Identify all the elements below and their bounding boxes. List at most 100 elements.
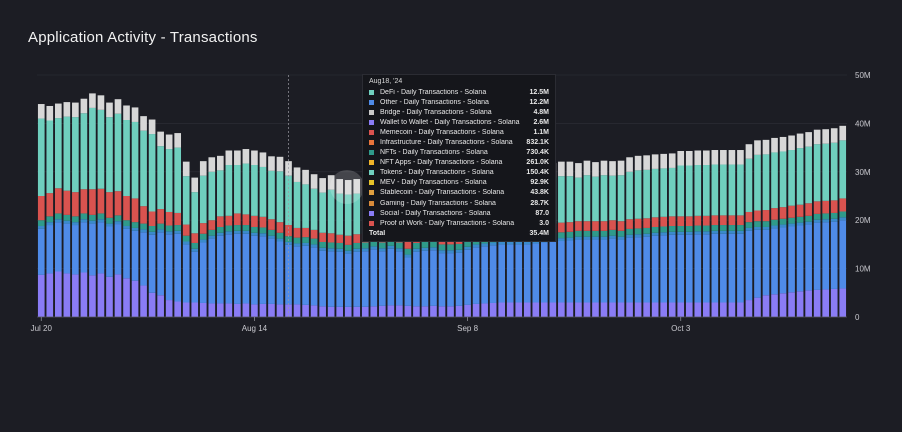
bar-segment bbox=[626, 228, 633, 235]
tooltip-swatch-icon bbox=[369, 160, 374, 166]
bar-segment bbox=[336, 306, 344, 317]
bar-segment bbox=[165, 234, 173, 301]
bar-segment bbox=[788, 135, 795, 151]
bar-segment bbox=[677, 302, 685, 317]
bar-segment bbox=[319, 247, 326, 251]
bar-segment bbox=[558, 222, 565, 233]
bar-segment bbox=[370, 246, 378, 250]
bar-segment bbox=[651, 235, 659, 303]
bar-segment bbox=[702, 231, 710, 235]
bar-segment bbox=[643, 169, 650, 219]
bar-segment bbox=[293, 304, 301, 317]
bar-segment bbox=[140, 130, 147, 207]
bar-segment bbox=[242, 214, 250, 226]
bar-segment bbox=[762, 210, 770, 222]
bar-segment bbox=[336, 251, 344, 307]
bar-segment bbox=[523, 241, 531, 245]
bar-segment bbox=[839, 140, 847, 199]
bar-segment bbox=[626, 219, 633, 229]
bar-segment bbox=[566, 302, 574, 317]
bar-segment bbox=[234, 213, 241, 226]
bar-segment bbox=[251, 226, 258, 233]
bar-segment bbox=[685, 302, 693, 317]
bar-segment bbox=[813, 213, 821, 220]
tooltip-swatch-icon bbox=[369, 109, 374, 115]
bar-segment bbox=[37, 104, 45, 119]
bar-segment bbox=[199, 223, 207, 234]
bar-segment bbox=[447, 244, 454, 251]
bar-segment bbox=[302, 304, 309, 317]
bar-segment bbox=[609, 220, 616, 230]
bar-segment bbox=[46, 222, 54, 226]
bar-segment bbox=[361, 242, 369, 249]
bar-segment bbox=[174, 212, 182, 226]
bar-segment bbox=[515, 241, 523, 245]
bar-segment bbox=[464, 241, 471, 247]
bar-segment bbox=[370, 249, 378, 307]
bar-segment bbox=[489, 245, 497, 303]
bar-segment bbox=[54, 271, 62, 317]
bar-segment bbox=[413, 242, 420, 249]
bar-segment bbox=[276, 222, 284, 233]
y-tick-label: 0 bbox=[855, 313, 860, 322]
bar-segment bbox=[310, 305, 318, 317]
bar-segment bbox=[617, 230, 625, 237]
bar-segment bbox=[677, 165, 685, 217]
bar-segment bbox=[677, 231, 685, 235]
bar-segment bbox=[234, 233, 241, 304]
bar-segment bbox=[788, 226, 795, 293]
x-tick-label: Oct 3 bbox=[671, 324, 691, 333]
bar-segment bbox=[361, 251, 369, 307]
bar-segment bbox=[327, 189, 335, 234]
bar-segment bbox=[583, 230, 591, 237]
bar-segment bbox=[830, 212, 838, 219]
tooltip-row: DeFi - Daily Transactions - Solana 12.5M bbox=[369, 87, 549, 97]
bar-segment bbox=[54, 219, 62, 223]
bar-segment bbox=[37, 274, 45, 317]
bar-segment bbox=[839, 220, 847, 289]
bar-segment bbox=[600, 302, 608, 317]
bar-segment bbox=[685, 226, 693, 232]
bar-segment bbox=[762, 295, 770, 317]
bar-segment bbox=[46, 273, 54, 317]
tooltip-swatch-icon bbox=[369, 140, 374, 146]
bar-segment bbox=[293, 246, 301, 305]
bar-segment bbox=[754, 154, 761, 211]
bar-segment bbox=[46, 216, 54, 223]
bar-segment bbox=[182, 302, 190, 317]
bar-segment bbox=[293, 243, 301, 247]
tooltip-row: NFT Apps - Daily Transactions - Solana 26… bbox=[369, 158, 549, 168]
bar-segment bbox=[268, 238, 275, 304]
bar-segment bbox=[191, 302, 199, 317]
bar-segment bbox=[208, 229, 216, 236]
bar-segment bbox=[72, 117, 79, 193]
bar-segment bbox=[174, 147, 182, 213]
bar-segment bbox=[558, 161, 565, 177]
tooltip-swatch-icon bbox=[369, 180, 374, 186]
bar-segment bbox=[327, 175, 335, 190]
bar-segment bbox=[685, 150, 693, 166]
bar-segment bbox=[72, 102, 79, 118]
bar-segment bbox=[558, 302, 565, 317]
bar-segment bbox=[609, 161, 616, 176]
bar-segment bbox=[779, 151, 787, 208]
bar-segment bbox=[694, 165, 702, 216]
bar-segment bbox=[148, 231, 156, 235]
bar-segment bbox=[63, 190, 71, 215]
bar-segment bbox=[251, 215, 258, 227]
bar-segment bbox=[677, 216, 685, 227]
chart-title: Application Activity - Transactions bbox=[28, 29, 258, 46]
bar-segment bbox=[634, 218, 642, 229]
tooltip-series-name: MEV - Daily Transactions - Solana bbox=[380, 179, 487, 187]
bar-segment bbox=[600, 236, 608, 240]
bar-segment bbox=[609, 175, 616, 221]
bar-segment bbox=[396, 305, 403, 317]
bar-segment bbox=[191, 192, 199, 234]
bar-segment bbox=[344, 253, 352, 307]
tooltip-series-value: 28.7K bbox=[530, 199, 549, 207]
bar-segment bbox=[805, 203, 812, 216]
bar-segment bbox=[131, 107, 139, 122]
bar-segment bbox=[234, 165, 241, 214]
bar-segment bbox=[822, 143, 830, 201]
bar-segment bbox=[97, 109, 105, 189]
